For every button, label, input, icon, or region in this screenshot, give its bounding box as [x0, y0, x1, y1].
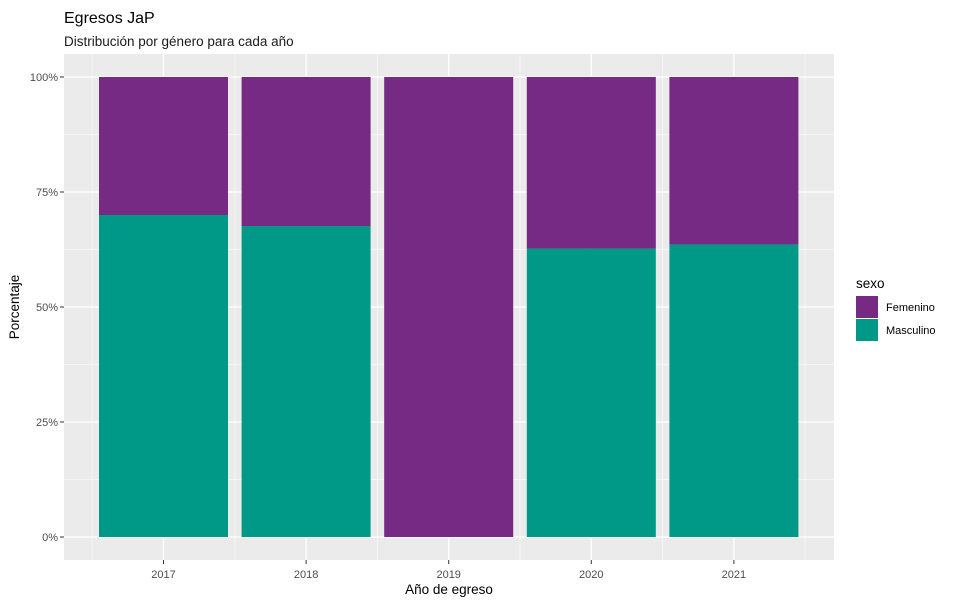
- bar-femenino-2020: [526, 77, 656, 249]
- y-tick-label: 100%: [30, 72, 58, 84]
- bar-femenino-2018: [241, 77, 371, 227]
- legend-swatch-femenino: [856, 296, 878, 318]
- y-tick-label: 0%: [42, 532, 58, 544]
- y-axis-title: Porcentaje: [7, 275, 22, 340]
- bar-masculino-2020: [526, 248, 656, 537]
- bar-masculino-2021: [669, 244, 799, 537]
- legend-swatch-masculino: [856, 319, 878, 341]
- y-tick-label: 25%: [36, 417, 58, 429]
- bar-femenino-2017: [99, 77, 228, 215]
- bar-femenino-2019: [384, 77, 514, 537]
- bar-masculino-2017: [99, 215, 228, 537]
- x-tick-label: 2020: [579, 569, 603, 581]
- legend: sexo Femenino Masculino: [856, 276, 936, 341]
- y-tick-label: 50%: [36, 302, 58, 314]
- chart-title: Egresos JaP: [64, 10, 155, 27]
- bar-masculino-2018: [241, 226, 371, 538]
- legend-label-femenino: Femenino: [886, 302, 935, 314]
- x-tick-label: 2017: [151, 569, 175, 581]
- x-tick-label: 2021: [722, 569, 746, 581]
- chart-subtitle: Distribución por género para cada año: [64, 34, 294, 49]
- legend-label-masculino: Masculino: [886, 325, 936, 337]
- x-axis-ticks: 2017 2018 2019 2020 2021: [151, 560, 746, 581]
- x-tick-label: 2018: [294, 569, 318, 581]
- bars: [99, 77, 799, 538]
- y-tick-label: 75%: [36, 187, 58, 199]
- x-axis-title: Año de egreso: [405, 582, 493, 597]
- legend-title: sexo: [856, 276, 885, 291]
- x-tick-label: 2019: [436, 569, 460, 581]
- y-axis-ticks: 0% 25% 50% 75% 100%: [30, 72, 64, 544]
- bar-femenino-2021: [669, 77, 799, 245]
